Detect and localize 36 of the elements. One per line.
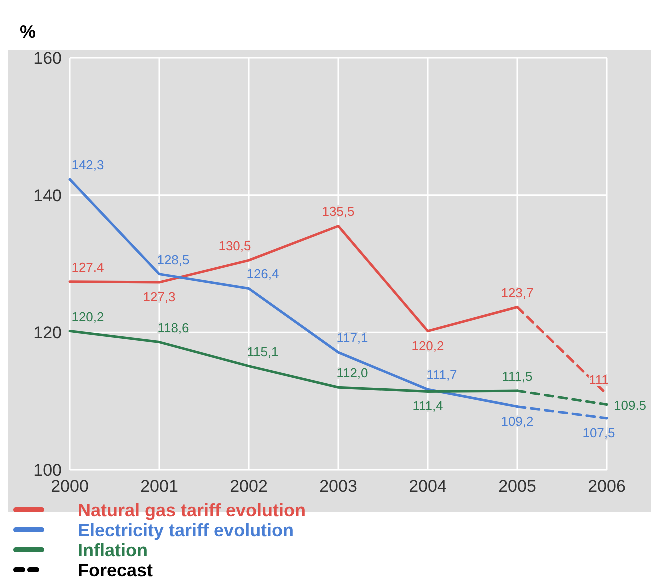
legend-label: Natural gas tariff evolution — [78, 500, 306, 520]
data-label: 135,5 — [322, 204, 355, 220]
data-label: 111,5 — [502, 369, 533, 384]
data-label: 118,6 — [158, 320, 190, 336]
y-tick-label: 100 — [34, 460, 62, 480]
data-label: 127,3 — [143, 290, 176, 305]
data-label: 123,7 — [501, 285, 534, 300]
data-label: 130,5 — [218, 238, 252, 254]
data-label: 115,1 — [247, 344, 279, 360]
x-tick-label: 2000 — [51, 477, 89, 496]
data-label: 109.5 — [614, 398, 647, 413]
legend-label: Electricity tariff evolution — [78, 520, 294, 540]
y-tick-label: 120 — [34, 324, 62, 343]
y-tick-label: 160 — [34, 48, 62, 68]
data-label: 126,4 — [246, 266, 280, 282]
data-label: 127.4 — [72, 260, 104, 275]
data-label: 120,2 — [72, 309, 104, 324]
data-label: 111,4 — [412, 398, 444, 414]
data-label: 142,3 — [72, 158, 104, 173]
legend-label: Forecast — [78, 560, 154, 580]
x-tick-label: 2004 — [409, 477, 447, 496]
x-tick-label: 2001 — [140, 477, 178, 496]
x-tick-label: 2002 — [230, 477, 268, 496]
x-tick-label: 2006 — [588, 477, 626, 496]
data-label: 120,2 — [412, 338, 444, 354]
legend-label: Inflation — [78, 540, 148, 560]
data-label: 109,2 — [501, 414, 534, 429]
x-tick-label: 2003 — [320, 477, 358, 496]
data-label: 111,7 — [426, 368, 458, 383]
data-label: 128,5 — [157, 252, 190, 268]
y-tick-label: 140 — [34, 186, 62, 206]
data-label: 107,5 — [582, 426, 616, 440]
data-label: 112,0 — [336, 366, 368, 381]
data-label: 117,1 — [336, 330, 368, 346]
x-tick-label: 2005 — [498, 477, 536, 496]
y-axis-title: % — [20, 22, 36, 42]
